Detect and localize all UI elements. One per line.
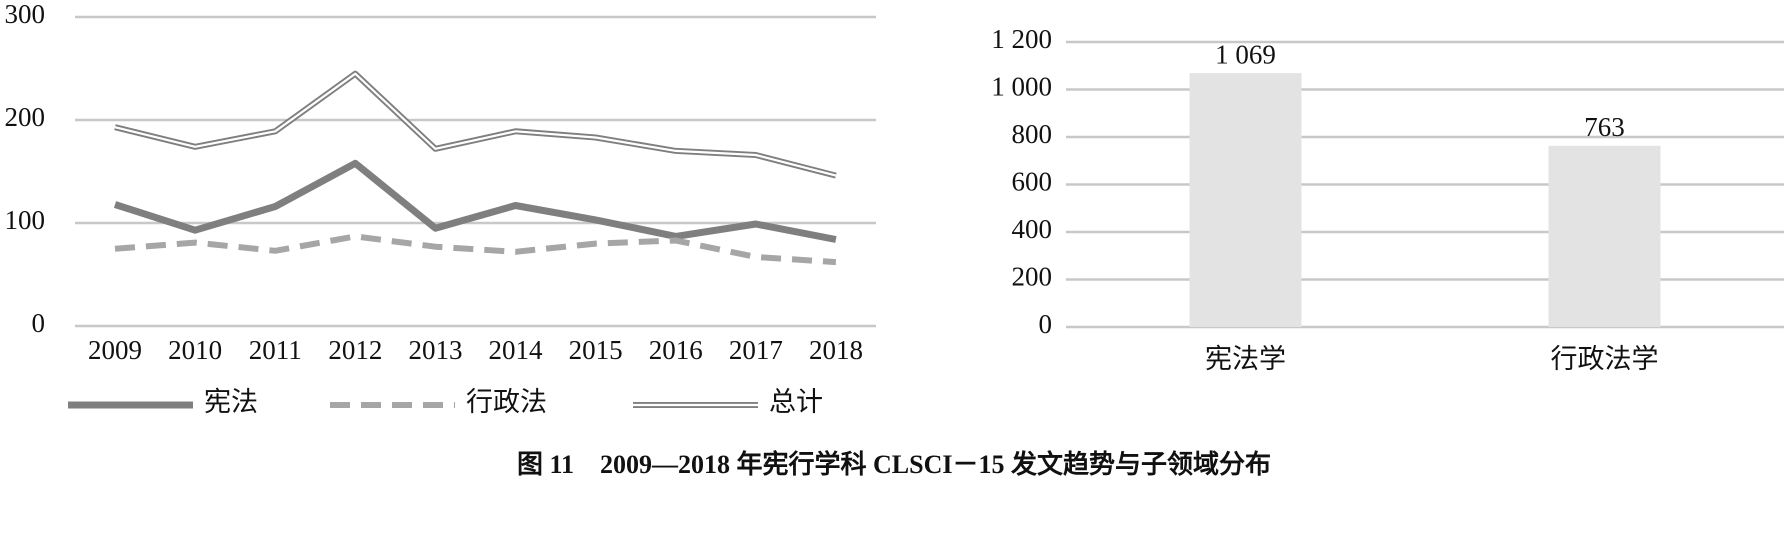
y-tick-label: 300 <box>5 0 46 29</box>
y-tick-label: 200 <box>5 102 46 132</box>
legend-label: 宪法 <box>204 387 258 417</box>
x-tick-label: 2012 <box>328 335 382 365</box>
x-tick-label: 2018 <box>809 335 863 365</box>
x-tick-label: 2016 <box>649 335 703 365</box>
x-tick-label: 2009 <box>88 335 142 365</box>
value-label: 763 <box>1584 112 1625 142</box>
x-tick-label: 2011 <box>249 335 302 365</box>
x-tick-label: 2013 <box>408 335 462 365</box>
series-line <box>114 70 837 179</box>
caption: 图 11 2009—2018 年宪行学科 CLSCI－15 发文趋势与子领域分布 <box>517 449 1271 479</box>
y-tick-label: 1 200 <box>991 24 1052 54</box>
x-tick-label: 2010 <box>168 335 222 365</box>
series-line <box>113 159 837 243</box>
y-tick-label: 100 <box>5 205 46 235</box>
y-tick-label: 0 <box>32 308 46 338</box>
x-tick-label: 2014 <box>489 335 544 365</box>
legend-label: 总计 <box>769 387 823 417</box>
value-label: 1 069 <box>1215 39 1276 69</box>
y-tick-label: 800 <box>1012 119 1053 149</box>
series-line-inner <box>114 72 837 177</box>
x-tick-label: 2015 <box>569 335 623 365</box>
y-tick-label: 600 <box>1012 167 1053 197</box>
series-line <box>114 233 837 266</box>
x-tick-label: 行政法学 <box>1551 344 1659 374</box>
legend-label: 行政法 <box>466 387 547 417</box>
y-tick-label: 0 <box>1039 309 1053 339</box>
x-tick-label: 宪法学 <box>1205 344 1286 374</box>
y-tick-label: 1 000 <box>991 72 1052 102</box>
bar <box>1189 73 1302 327</box>
y-tick-label: 400 <box>1012 214 1053 244</box>
bar <box>1548 145 1661 327</box>
y-tick-label: 200 <box>1012 262 1053 292</box>
x-tick-label: 2017 <box>729 335 783 365</box>
